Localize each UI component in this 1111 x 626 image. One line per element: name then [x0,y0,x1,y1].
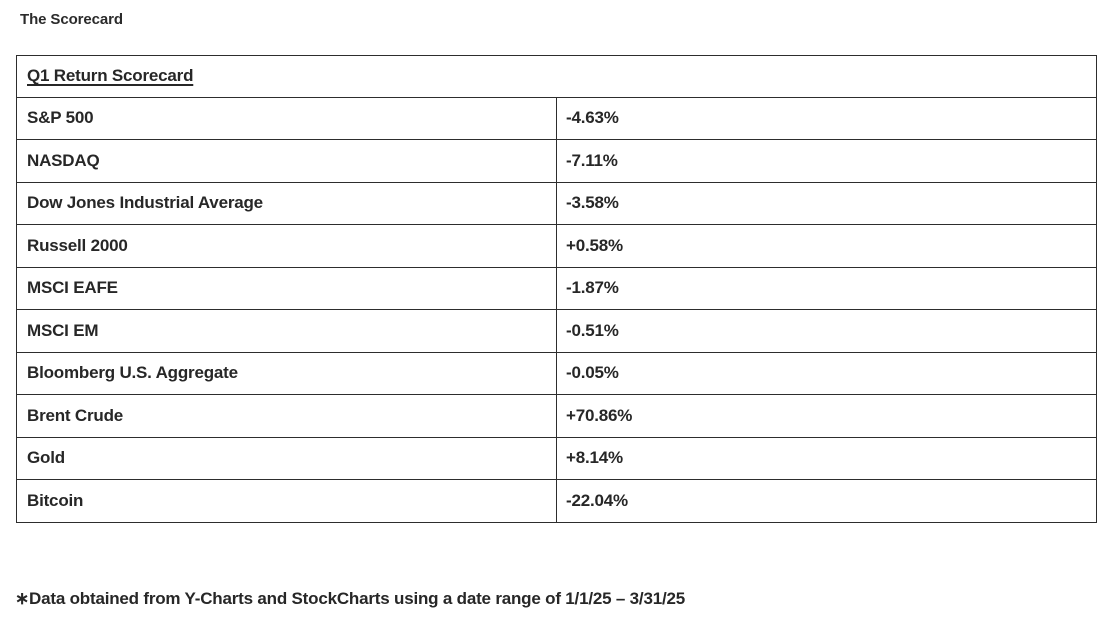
table-row: S&P 500 -4.63% [16,96,1097,140]
scorecard-table: Q1 Return Scorecard S&P 500 -4.63% NASDA… [16,55,1097,523]
row-label: NASDAQ [16,139,557,183]
row-value: -3.58% [556,181,1097,225]
row-label: Dow Jones Industrial Average [16,181,557,225]
row-value: -4.63% [556,96,1097,140]
table-row: Brent Crude +70.86% [16,394,1097,438]
table-row: Bloomberg U.S. Aggregate -0.05% [16,351,1097,395]
table-header-cell: Q1 Return Scorecard [16,55,1097,98]
row-label: Bloomberg U.S. Aggregate [16,351,557,395]
table-header-row: Q1 Return Scorecard [16,55,1097,98]
table-row: MSCI EAFE -1.87% [16,266,1097,310]
table-title: Q1 Return Scorecard [27,66,194,86]
table-row: Russell 2000 +0.58% [16,224,1097,268]
table-row: NASDAQ -7.11% [16,139,1097,183]
row-label: Bitcoin [16,479,557,523]
row-value: -0.51% [556,309,1097,353]
table-row: Dow Jones Industrial Average -3.58% [16,181,1097,225]
row-label: MSCI EAFE [16,266,557,310]
row-label: Russell 2000 [16,224,557,268]
page-title: The Scorecard [20,11,123,28]
row-value: -7.11% [556,139,1097,183]
row-value: +0.58% [556,224,1097,268]
row-label: MSCI EM [16,309,557,353]
table-row: MSCI EM -0.51% [16,309,1097,353]
table-row: Bitcoin -22.04% [16,479,1097,523]
row-label: Gold [16,436,557,480]
row-label: S&P 500 [16,96,557,140]
row-value: +70.86% [556,394,1097,438]
row-value: +8.14% [556,436,1097,480]
row-value: -1.87% [556,266,1097,310]
row-value: -0.05% [556,351,1097,395]
row-value: -22.04% [556,479,1097,523]
table-row: Gold +8.14% [16,436,1097,480]
data-source-footnote: ∗Data obtained from Y-Charts and StockCh… [15,589,685,608]
scorecard-table-container: Q1 Return Scorecard S&P 500 -4.63% NASDA… [16,55,1097,523]
row-label: Brent Crude [16,394,557,438]
